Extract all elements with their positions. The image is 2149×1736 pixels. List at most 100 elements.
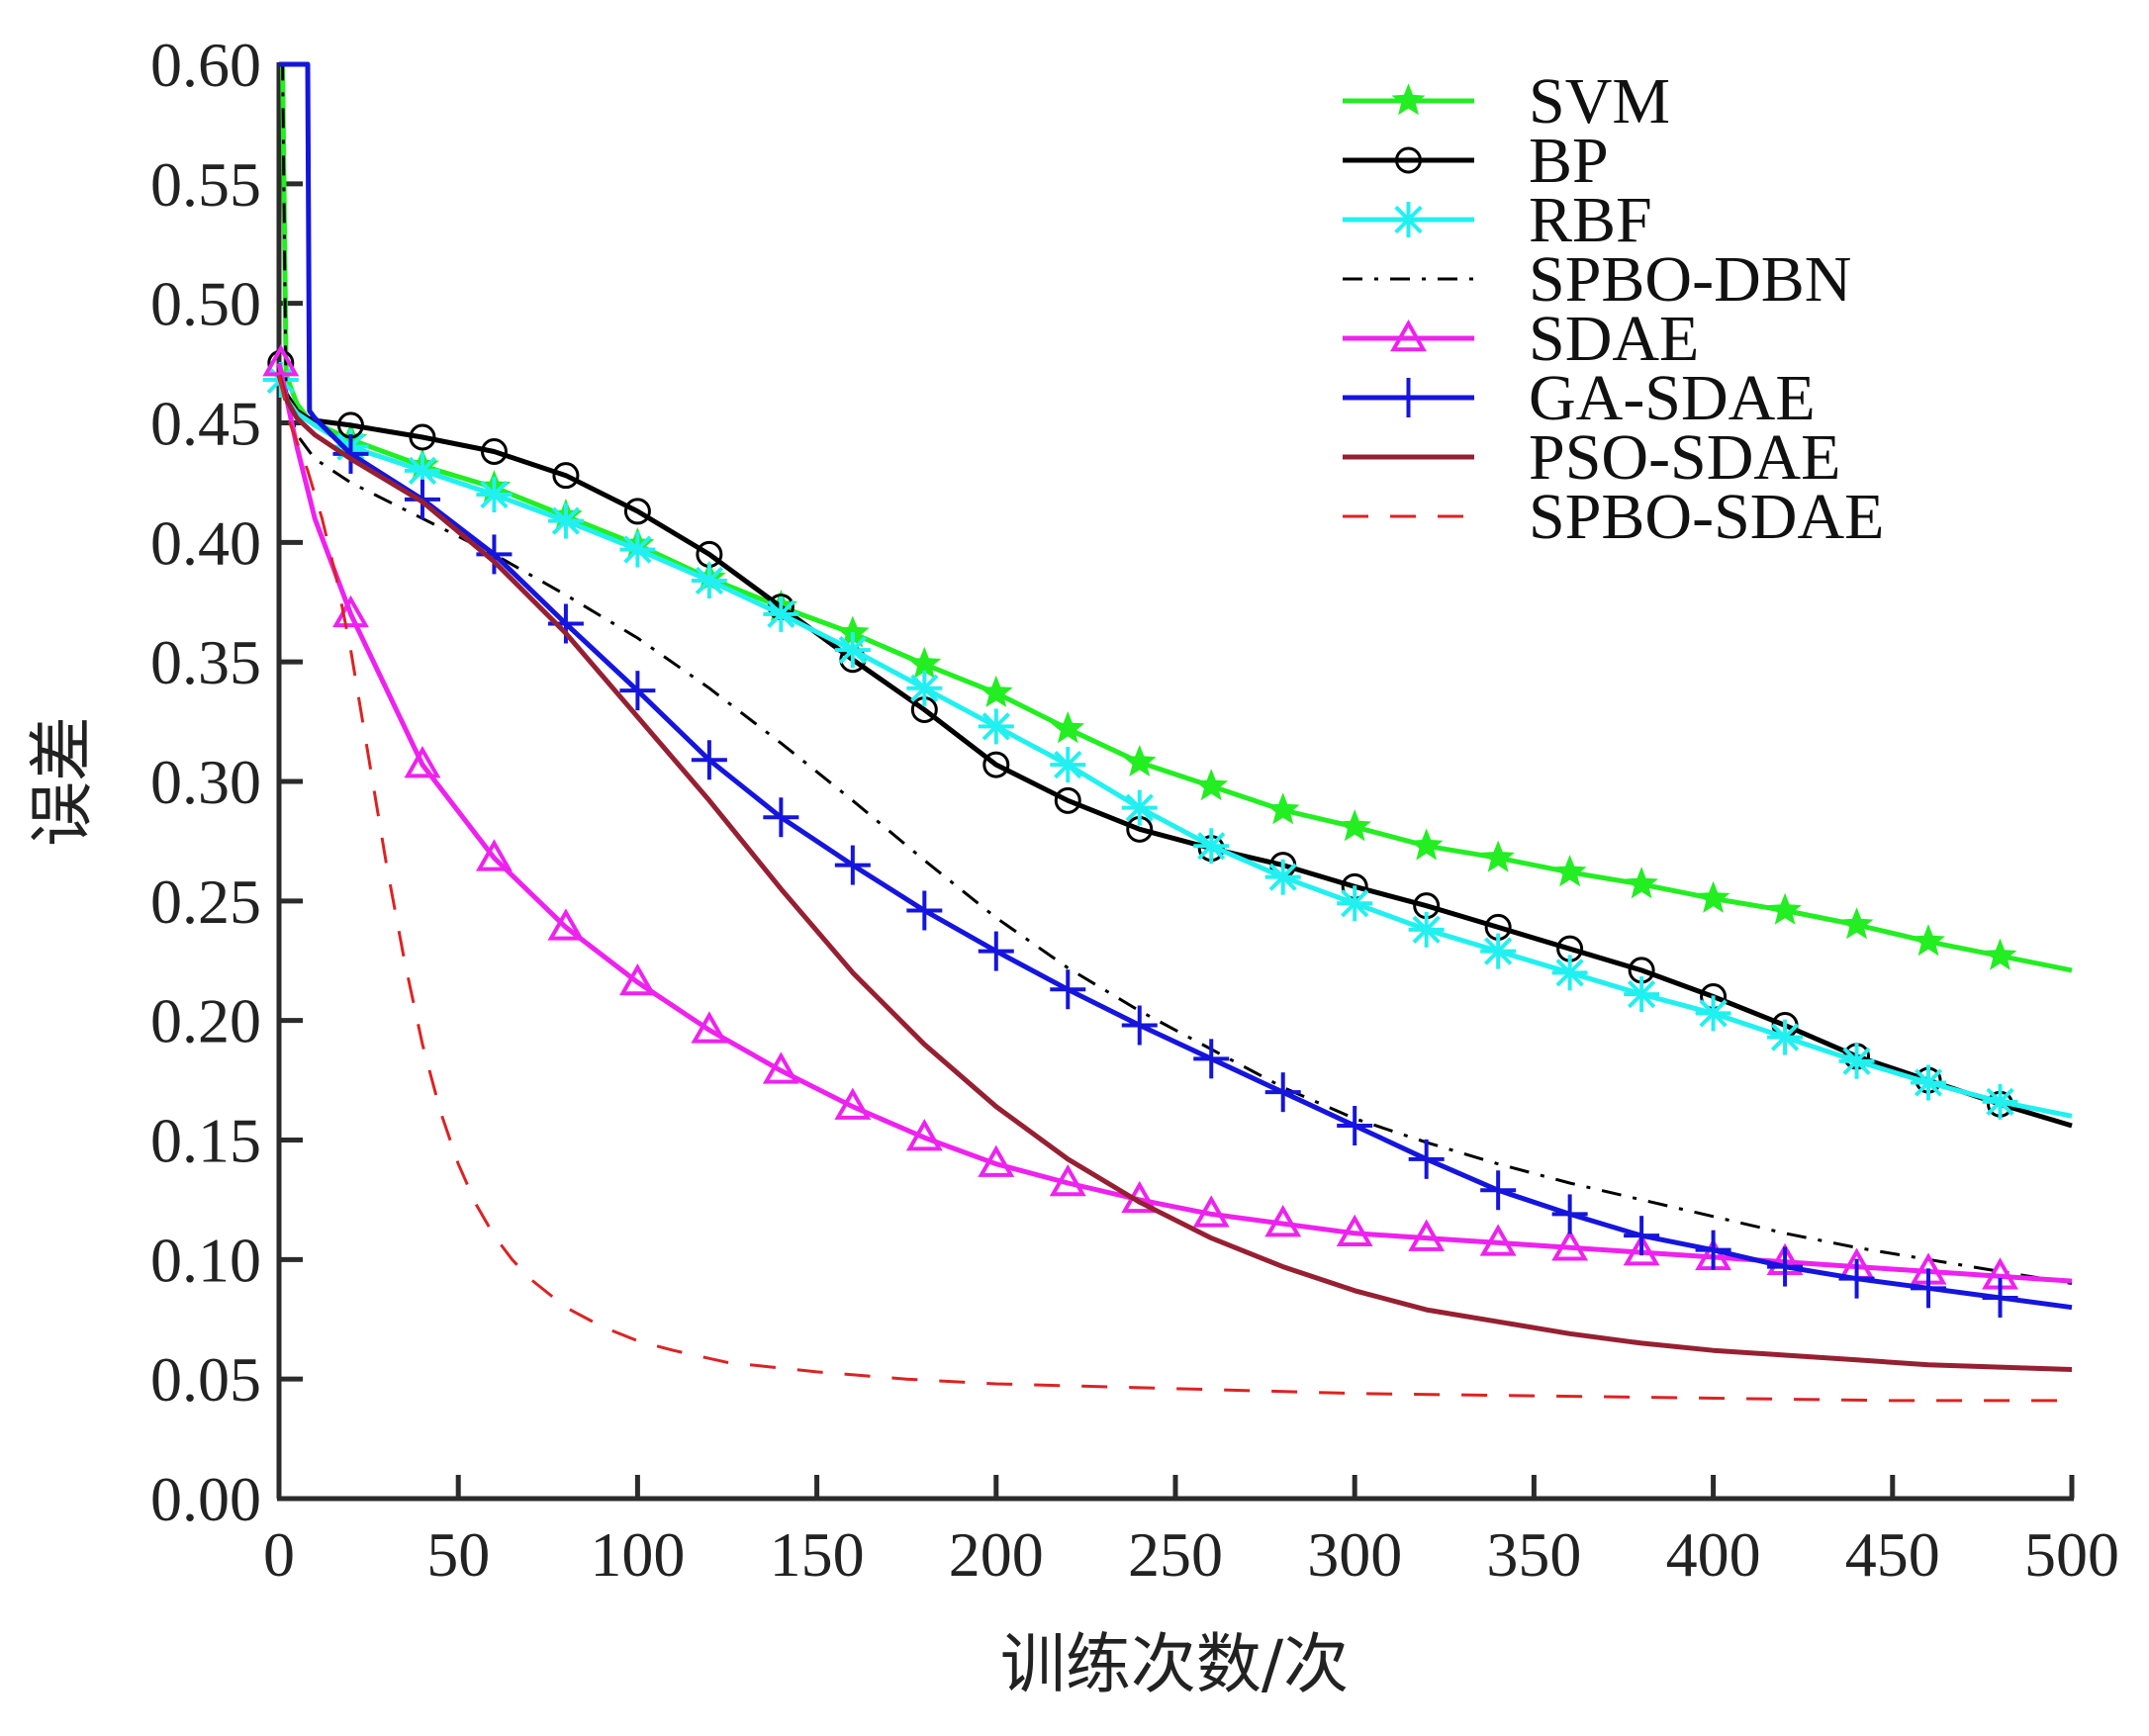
- data-point-ga-sdae: [1121, 1005, 1158, 1046]
- marker-stroke: [1914, 1068, 1943, 1097]
- data-point-svm: [1983, 938, 2017, 970]
- data-point-rbf: [1551, 955, 1588, 991]
- legend-item-bp: BP: [1343, 125, 1609, 197]
- data-point-sdae: [762, 1051, 799, 1084]
- x-tick-label: 0: [263, 1519, 295, 1590]
- legend-marker-ga-sdae: [1390, 378, 1427, 417]
- data-point-ga-sdae: [332, 433, 369, 474]
- marker-stroke: [1770, 1023, 1800, 1051]
- marker-stroke: [1125, 793, 1154, 822]
- x-tick-label: 100: [590, 1519, 685, 1590]
- data-point-rbf: [1911, 1064, 1947, 1101]
- x-tick-label: 200: [949, 1519, 1044, 1590]
- data-point-bp: [623, 498, 651, 525]
- series-line-pso-sdae: [276, 374, 2073, 1372]
- data-point-svm: [1768, 892, 1802, 925]
- series-line-ga-sdae: [279, 61, 2073, 1311]
- legend-item-rbf: RBF: [1343, 184, 1652, 256]
- data-point-rbf: [1264, 859, 1301, 895]
- plot-area: [262, 61, 2073, 1403]
- marker-stroke: [1484, 937, 1513, 965]
- marker-stroke: [767, 599, 795, 628]
- data-point-ga-sdae: [1480, 1170, 1517, 1211]
- marker-stroke: [838, 635, 867, 665]
- data-point-sdae: [1551, 1229, 1589, 1261]
- data-point-svm: [1409, 828, 1444, 861]
- data-point-bp: [409, 423, 436, 451]
- data-point-rbf: [691, 563, 727, 598]
- marker-stroke: [1699, 999, 1728, 1028]
- y-tick-label: 0.45: [150, 389, 261, 459]
- data-point-svm: [1265, 792, 1300, 825]
- data-point-sdae: [691, 1011, 728, 1044]
- y-tick-label: 0.55: [150, 149, 261, 220]
- data-point-rbf: [978, 708, 1014, 745]
- data-point-svm: [1625, 867, 1659, 899]
- data-point-bp: [982, 751, 1010, 778]
- data-point-sdae: [1408, 1219, 1446, 1251]
- legend-item-spbo-dbn: SPBO-DBN: [1343, 243, 1851, 316]
- marker-stroke: [408, 456, 437, 485]
- x-tick-label: 350: [1486, 1519, 1581, 1590]
- data-point-ga-sdae: [978, 931, 1014, 971]
- data-point-rbf: [1337, 885, 1373, 922]
- legend-label-ga-sdae: GA-SDAE: [1529, 362, 1816, 434]
- legend-item-ga-sdae: GA-SDAE: [1343, 362, 1816, 434]
- data-point-sdae: [404, 746, 441, 778]
- data-point-svm: [1051, 711, 1085, 744]
- marker-stroke: [1412, 915, 1441, 944]
- data-point-svm: [1912, 924, 1945, 957]
- series-ga-sdae: [279, 61, 2073, 1318]
- legend-marker-bp: [1395, 146, 1422, 174]
- marker-stroke: [1555, 959, 1584, 987]
- legend-label-rbf: RBF: [1529, 184, 1652, 256]
- data-point-rbf: [1050, 747, 1086, 783]
- x-tick-label: 300: [1307, 1519, 1402, 1590]
- data-point-ga-sdae: [691, 740, 727, 780]
- marker-stroke: [981, 712, 1010, 741]
- y-tick-label: 0.50: [150, 269, 261, 339]
- legend-label-spbo-dbn: SPBO-DBN: [1529, 243, 1851, 316]
- x-tick-label: 250: [1128, 1519, 1223, 1590]
- x-axis-title: 训练次数/次: [1000, 1626, 1349, 1702]
- data-point-rbf: [619, 531, 656, 568]
- data-point-ga-sdae: [906, 890, 943, 931]
- data-point-rbf: [1767, 1019, 1804, 1055]
- marker-stroke: [1986, 1087, 2014, 1116]
- marker-stroke: [1394, 205, 1423, 234]
- data-point-svm: [1194, 769, 1229, 801]
- legend-item-sdae: SDAE: [1343, 303, 1699, 375]
- legend: SVMBPRBFSPBO-DBNSDAEGA-SDAEPSO-SDAESPBO-…: [1343, 65, 1884, 553]
- legend-label-svm: SVM: [1529, 65, 1670, 137]
- series-spbo-dbn: [279, 62, 2073, 1285]
- legend-marker-rbf: [1390, 202, 1427, 237]
- data-point-rbf: [1480, 933, 1517, 969]
- data-point-ga-sdae: [619, 671, 656, 711]
- data-point-sdae: [905, 1119, 943, 1151]
- marker-stroke: [1627, 979, 1656, 1009]
- y-tick-label: 0.10: [150, 1225, 261, 1295]
- data-point-svm: [979, 675, 1013, 707]
- data-point-ga-sdae: [1193, 1039, 1230, 1079]
- legend-marker-svm: [1391, 83, 1426, 116]
- data-point-sdae: [1264, 1205, 1302, 1237]
- legend-label-sdae: SDAE: [1529, 303, 1699, 375]
- data-point-rbf: [547, 503, 584, 539]
- data-point-ga-sdae: [1982, 1278, 2018, 1318]
- marker-stroke: [1197, 832, 1226, 861]
- series-rbf: [262, 362, 2073, 1120]
- data-point-rbf: [1982, 1083, 2018, 1120]
- data-point-rbf: [1624, 976, 1660, 1013]
- data-point-ga-sdae: [1838, 1258, 1875, 1299]
- data-point-sdae: [618, 962, 656, 996]
- data-point-sdae: [1623, 1233, 1660, 1266]
- data-point-ga-sdae: [1767, 1246, 1804, 1287]
- data-point-sdae: [475, 839, 513, 871]
- data-point-bp: [552, 462, 580, 490]
- legend-item-spbo-sdae: SPBO-SDAE: [1343, 481, 1884, 553]
- marker-stroke: [1054, 750, 1082, 779]
- data-point-ga-sdae: [1911, 1268, 1947, 1309]
- y-tick-label: 0.20: [150, 986, 261, 1056]
- data-point-rbf: [476, 477, 513, 512]
- y-axis-title: 误差: [24, 716, 100, 847]
